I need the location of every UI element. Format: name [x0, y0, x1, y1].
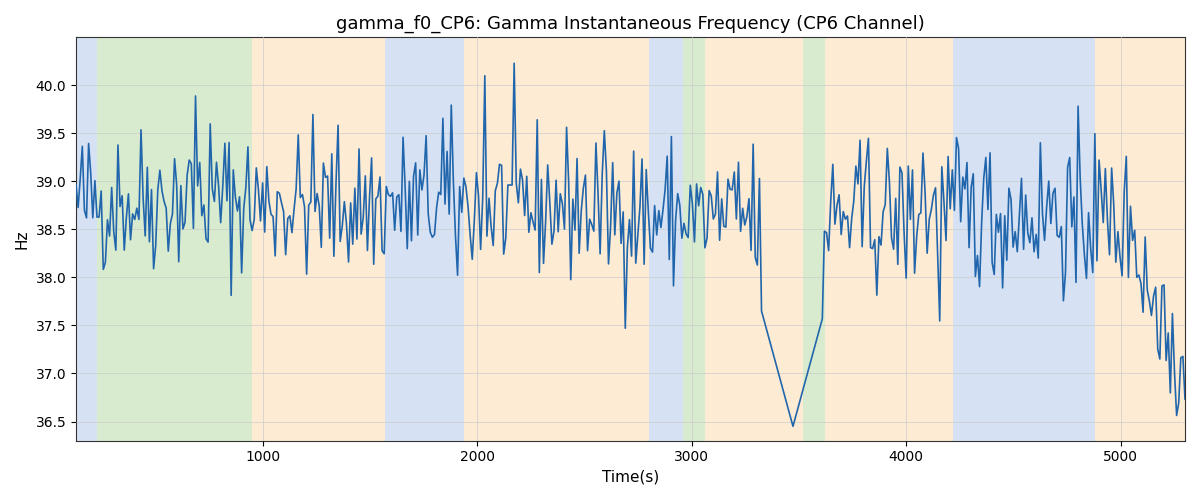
- X-axis label: Time(s): Time(s): [602, 470, 659, 485]
- Bar: [76, 38, 97, 440]
- Bar: [97, 38, 252, 440]
- Bar: [704, 38, 803, 440]
- Bar: [649, 38, 683, 440]
- Bar: [1094, 38, 1112, 440]
- Bar: [385, 38, 464, 440]
- Bar: [683, 38, 704, 440]
- Title: gamma_f0_CP6: Gamma Instantaneous Frequency (CP6 Channel): gamma_f0_CP6: Gamma Instantaneous Freque…: [336, 15, 925, 34]
- Bar: [803, 38, 824, 440]
- Bar: [252, 38, 385, 440]
- Bar: [824, 38, 953, 440]
- Bar: [953, 38, 1094, 440]
- Bar: [1112, 38, 1184, 440]
- Bar: [464, 38, 649, 440]
- Y-axis label: Hz: Hz: [14, 230, 30, 249]
